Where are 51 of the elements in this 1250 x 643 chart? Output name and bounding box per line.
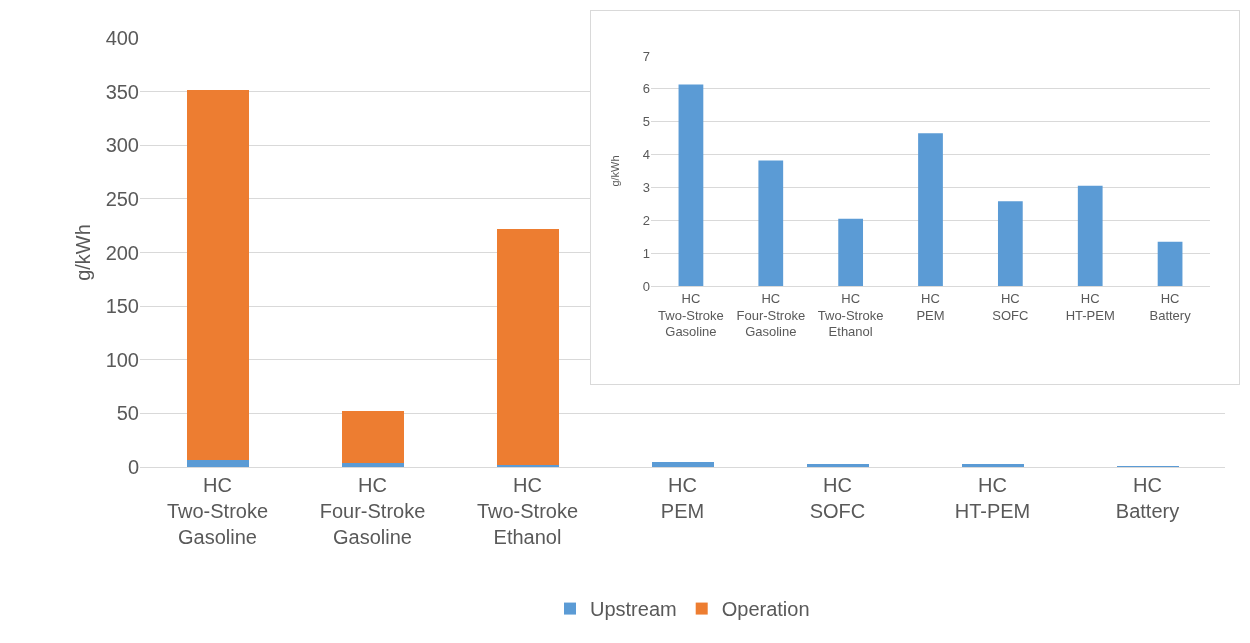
y-axis-title: g/kWh (609, 155, 621, 187)
x-tick-label: HC Two-Stroke Gasoline (166, 474, 269, 548)
bar (341, 411, 404, 463)
bar (1077, 185, 1103, 286)
y-tick-label: 50 (116, 402, 139, 425)
bar (496, 464, 559, 467)
y-tick-label: 2 (642, 212, 650, 228)
legend-label: Upstream (590, 598, 677, 621)
y-tick-label: 5 (642, 114, 650, 130)
y-tick-label: 0 (642, 278, 650, 294)
legend-label: Operation (721, 598, 810, 621)
x-tick-label: HC Two-Stroke Gasoline (658, 290, 724, 340)
bar (961, 463, 1024, 467)
y-tick-label: 150 (105, 295, 139, 318)
bar (918, 133, 943, 286)
x-tick-label: HC HT-PEM (954, 474, 1031, 522)
bar (758, 160, 784, 286)
x-tick-label: HC HT-PEM (1065, 290, 1115, 323)
x-tick-label: HC Two-Stroke Ethanol (476, 474, 579, 548)
y-tick-label: 350 (105, 80, 139, 103)
bar (997, 201, 1023, 286)
bar (678, 84, 704, 286)
bar (838, 218, 864, 286)
y-tick-label: 6 (642, 81, 650, 97)
x-tick-label: HC SOFC (809, 474, 866, 522)
x-tick-label: HC Battery (1115, 474, 1180, 522)
x-tick-label: HC PEM (916, 290, 945, 323)
bar (1157, 241, 1183, 286)
bar (186, 90, 249, 461)
x-tick-label: HC Two-Stroke Ethanol (817, 290, 884, 340)
x-tick-label: HC Four-Stroke Gasoline (736, 290, 806, 340)
y-tick-label: 4 (642, 147, 650, 163)
x-tick-label: HC Battery (1149, 290, 1192, 323)
y-tick-label: 300 (105, 134, 139, 157)
y-tick-label: 3 (642, 179, 650, 195)
y-tick-label: 400 (105, 27, 139, 49)
y-tick-label: 100 (105, 348, 139, 371)
y-tick-label: 250 (105, 187, 139, 210)
bar (496, 228, 559, 465)
bar (186, 460, 249, 467)
y-tick-label: 200 (105, 241, 139, 264)
x-tick-label: HC SOFC (992, 290, 1029, 323)
x-tick-label: HC PEM (660, 474, 705, 522)
x-tick-label: HC Four-Stroke Gasoline (319, 474, 426, 548)
bar (806, 464, 869, 467)
y-axis-title: g/kWh (72, 224, 94, 281)
bar (651, 462, 714, 467)
bar (341, 462, 404, 467)
y-tick-label: 7 (642, 48, 650, 64)
y-tick-label: 0 (127, 456, 139, 478)
y-tick-label: 1 (642, 245, 650, 261)
